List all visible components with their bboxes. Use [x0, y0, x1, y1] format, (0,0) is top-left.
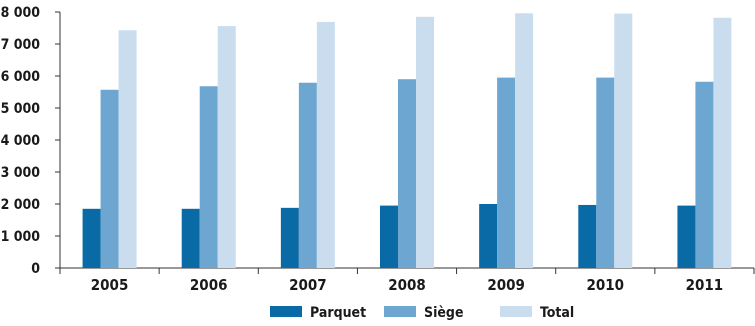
- legend-label-0: Parquet: [310, 305, 366, 321]
- bar-total-2007: [317, 22, 335, 268]
- bar-total-2008: [416, 17, 434, 268]
- bar-parquet-2006: [182, 209, 200, 268]
- bar-total-2011: [713, 18, 731, 268]
- bar-total-2006: [218, 26, 236, 268]
- bar-parquet-2010: [578, 205, 596, 268]
- y-tick-label: 8 000: [1, 5, 41, 21]
- legend: Parquet Siège Total: [270, 305, 574, 321]
- y-tick-label: 7 000: [1, 37, 41, 53]
- x-tick-label: 2006: [190, 276, 228, 294]
- y-tick-label: 6 000: [1, 69, 41, 85]
- legend-label-2: Total: [540, 305, 574, 321]
- bar-parquet-2007: [281, 208, 299, 268]
- bar-parquet-2009: [479, 204, 497, 268]
- legend-swatch-2: [500, 306, 532, 317]
- bar-total-2009: [515, 13, 533, 268]
- bar-si-ge-2009: [497, 78, 515, 268]
- bar-si-ge-2006: [200, 86, 218, 268]
- y-tick-label: 4 000: [1, 133, 41, 149]
- bar-parquet-2005: [83, 209, 101, 268]
- bar-si-ge-2010: [596, 78, 614, 268]
- bar-si-ge-2007: [299, 83, 317, 268]
- y-axis: 0 1 000 2 000 3 000 4 000 5 000 6 000 7 000 8 00…: [1, 5, 60, 277]
- y-tick-label: 0: [31, 261, 40, 277]
- x-tick-label: 2005: [91, 276, 129, 294]
- y-tick-label: 5 000: [1, 101, 41, 117]
- legend-label-1: Siège: [424, 305, 464, 321]
- x-tick-label: 2010: [587, 276, 625, 294]
- bars: [83, 13, 732, 268]
- bar-si-ge-2005: [101, 90, 119, 268]
- x-axis: 2005 2006 2007 2008 2009 2010 2011: [60, 268, 754, 294]
- bar-total-2005: [119, 30, 137, 268]
- x-tick-label: 2011: [686, 276, 724, 294]
- y-tick-label: 3 000: [1, 165, 41, 181]
- bar-parquet-2011: [677, 206, 695, 268]
- y-tick-label: 2 000: [1, 197, 41, 213]
- legend-swatch-0: [270, 306, 302, 317]
- x-tick-label: 2008: [388, 276, 426, 294]
- bar-si-ge-2011: [695, 82, 713, 268]
- bar-si-ge-2008: [398, 79, 416, 268]
- y-tick-label: 1 000: [1, 229, 41, 245]
- legend-swatch-1: [384, 306, 416, 317]
- x-tick-label: 2009: [487, 276, 525, 294]
- bar-total-2010: [614, 14, 632, 268]
- x-tick-label: 2007: [289, 276, 327, 294]
- bar-parquet-2008: [380, 206, 398, 268]
